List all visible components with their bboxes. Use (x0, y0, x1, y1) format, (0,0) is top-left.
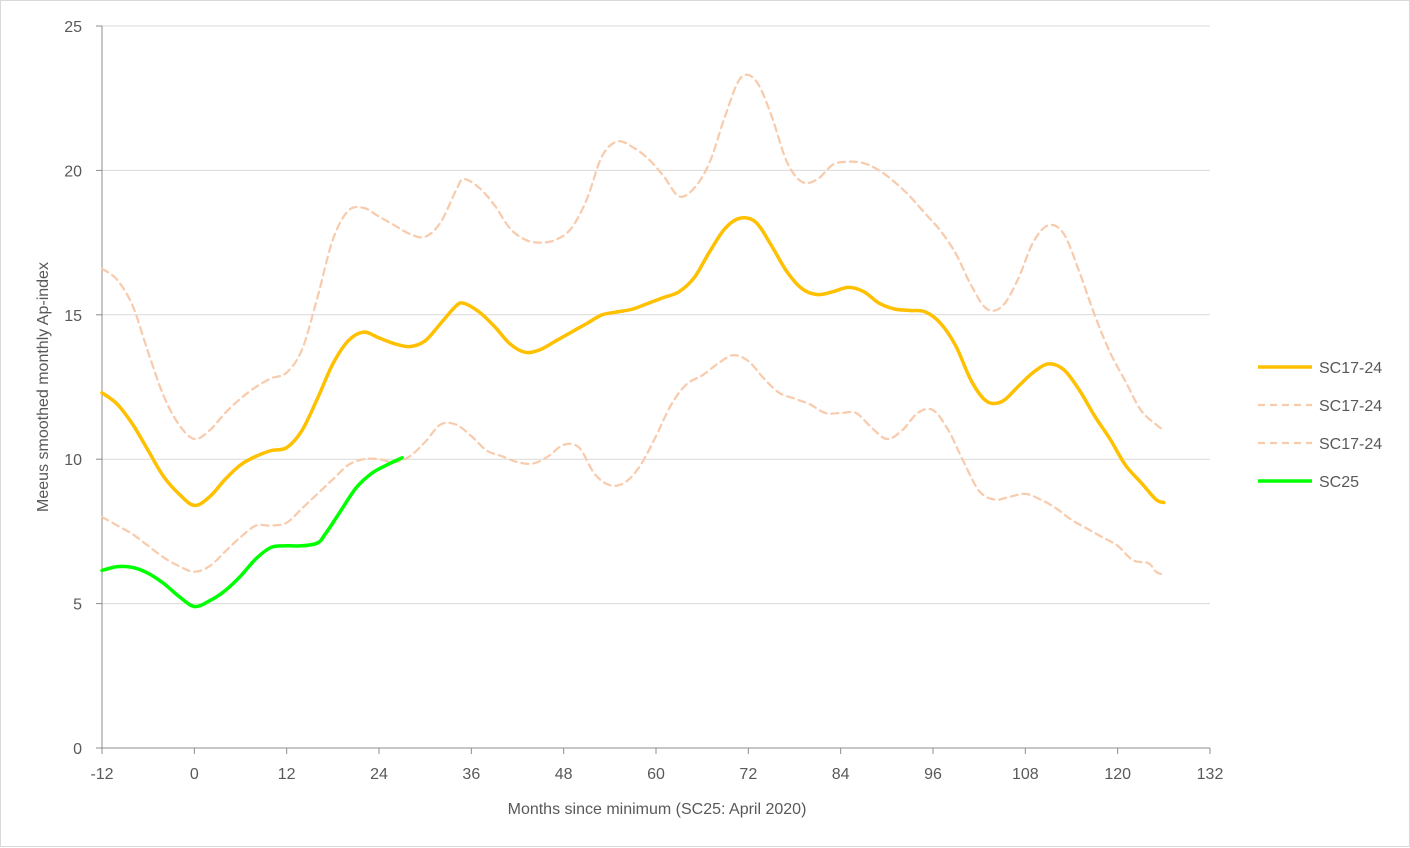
y-tick-label: 5 (73, 597, 82, 614)
gridlines (102, 25, 1210, 605)
x-tick-label: 0 (190, 766, 199, 783)
x-tick-label: 48 (555, 766, 573, 783)
legend-item-sc17-24-mean: SC17-24 (1258, 360, 1382, 377)
legend-item-sc17-24-upper: SC17-24 (1258, 398, 1382, 415)
series-line-sc17-24-lower (100, 354, 1165, 576)
y-tick-label: 15 (64, 308, 82, 325)
legend-label: SC17-24 (1319, 398, 1382, 415)
x-tick-label: 96 (924, 766, 942, 783)
y-axis-title: Meeus smoothed monthly Ap-index (35, 262, 52, 512)
legend: SC17-24 SC17-24 SC17-24 SC25 (1258, 360, 1382, 491)
x-tick-label: 36 (462, 766, 480, 783)
series-line-sc17-24-mean (100, 215, 1166, 508)
x-axis-title: Months since minimum (SC25: April 2020) (508, 801, 807, 818)
legend-label: SC17-24 (1319, 360, 1382, 377)
y-tick-label: 10 (64, 452, 82, 469)
y-tick-label: 0 (73, 741, 82, 758)
legend-item-sc25: SC25 (1258, 474, 1359, 491)
x-tick-label: 72 (739, 766, 757, 783)
x-tick-label: 12 (278, 766, 296, 783)
y-tick-label: 25 (64, 19, 82, 36)
x-tick-label: 84 (832, 766, 850, 783)
x-tick-label: 24 (370, 766, 388, 783)
x-tick-label: 108 (1012, 766, 1039, 783)
series-line-sc25 (100, 456, 404, 609)
legend-label: SC17-24 (1319, 436, 1382, 453)
axes: 0 5 10 15 20 25 -12 0 12 24 36 48 60 72 84 96 108 120 132 (64, 19, 1223, 783)
x-tick-label: -12 (90, 766, 113, 783)
x-tick-label: 60 (647, 766, 665, 783)
x-tick-label: 120 (1104, 766, 1131, 783)
series-lines (100, 73, 1166, 609)
legend-label: SC25 (1319, 474, 1359, 491)
legend-item-sc17-24-lower: SC17-24 (1258, 436, 1382, 453)
series-line-sc17-24-upper (100, 73, 1165, 441)
y-tick-label: 20 (64, 163, 82, 180)
x-tick-label: 132 (1197, 766, 1224, 783)
